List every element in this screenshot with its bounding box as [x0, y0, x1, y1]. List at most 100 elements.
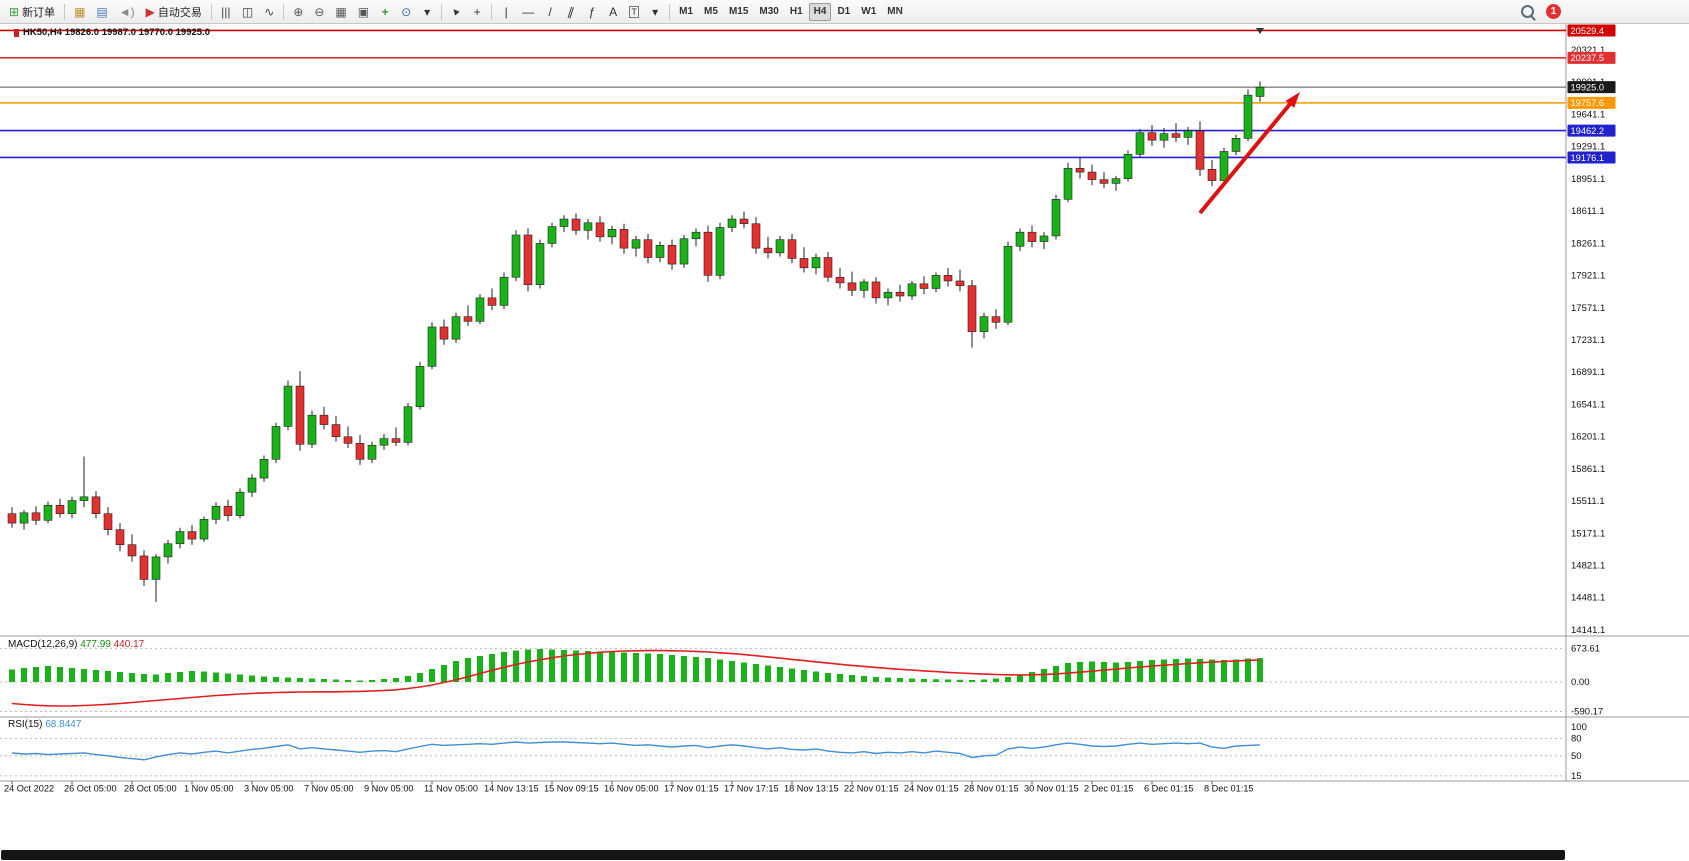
horizontal-line-icon: — [522, 4, 535, 19]
line-chart-icon: ∿ [264, 4, 275, 19]
sound-alerts-button[interactable]: ◄) [114, 2, 140, 22]
new-chart-button[interactable]: ▦ [69, 2, 90, 22]
zoom-out-button[interactable]: ⊖ [309, 2, 329, 22]
play-icon: ▶ [145, 4, 155, 19]
shapes-dropdown[interactable]: ▾ [645, 2, 665, 22]
new-order-icon: ⊞ [9, 4, 20, 19]
notification-badge[interactable]: 1 [1546, 4, 1561, 19]
timeframe-mn-button[interactable]: MN [882, 3, 908, 21]
profiles-icon: ▤ [96, 4, 108, 19]
svg-text:14821.1: 14821.1 [1571, 561, 1605, 572]
add-indicator-button[interactable]: + [375, 2, 395, 22]
bar-chart-button[interactable]: ||| [216, 2, 236, 22]
svg-text:17231.1: 17231.1 [1571, 335, 1605, 346]
svg-text:20237.5: 20237.5 [1571, 53, 1605, 63]
timeframe-h4-button[interactable]: H4 [808, 2, 832, 21]
timeframe-h1-button[interactable]: H1 [785, 3, 808, 21]
toolbar-separator [64, 3, 66, 20]
svg-text:19925.0: 19925.0 [1571, 82, 1605, 92]
chevron-down-icon: ▾ [424, 4, 431, 19]
toolbar-separator [283, 3, 285, 20]
svg-text:15861.1: 15861.1 [1571, 464, 1605, 475]
svg-text:17571.1: 17571.1 [1571, 303, 1605, 314]
svg-text:19757.6: 19757.6 [1571, 98, 1605, 108]
label-icon: T [629, 5, 639, 18]
svg-text:15511.1: 15511.1 [1571, 496, 1605, 507]
vertical-line-icon: | [504, 4, 508, 19]
svg-text:19462.2: 19462.2 [1571, 126, 1605, 136]
algo-trading-button-label: 自动交易 [157, 6, 202, 19]
bar-chart-icon: ||| [221, 4, 231, 19]
svg-text:20529.4: 20529.4 [1571, 26, 1605, 36]
zoom-in-button[interactable]: ⊕ [288, 2, 308, 22]
candlestick-chart-button[interactable]: ◫ [237, 2, 258, 22]
svg-text:15: 15 [1571, 771, 1582, 782]
clock-icon: ⊙ [401, 4, 412, 19]
arrange-windows-button[interactable]: ▣ [353, 2, 374, 22]
svg-text:17921.1: 17921.1 [1571, 271, 1605, 282]
fibonacci-button[interactable]: ƒ [582, 2, 602, 22]
vertical-line-button[interactable]: | [496, 2, 516, 22]
toolbar-separator [669, 3, 671, 20]
timeframe-d1-button[interactable]: D1 [832, 3, 855, 21]
macd-signal-line [11, 649, 1261, 707]
timeframe-m15-button[interactable]: M15 [724, 3, 753, 21]
shift-marker-icon [1256, 28, 1264, 34]
macd-axis: 673.61 0.00 -590.17 [1571, 643, 1603, 717]
chevron-down-icon: ▾ [652, 4, 659, 19]
svg-text:19641.1: 19641.1 [1571, 109, 1605, 120]
timeframe-m5-button[interactable]: M5 [699, 3, 723, 21]
period-button[interactable]: ⊙ [396, 2, 416, 22]
new-order-button[interactable]: ⊞ 新订单 [4, 2, 60, 22]
toolbar-separator [210, 3, 212, 20]
trendline-button[interactable]: / [540, 2, 560, 22]
timeframe-m1-button[interactable]: M1 [674, 3, 698, 21]
svg-text:8 Dec 01:15: 8 Dec 01:15 [1204, 784, 1254, 794]
channel-icon: ∥ [566, 3, 577, 20]
symbol-marker-icon [14, 28, 19, 37]
profiles-button[interactable]: ▤ [91, 2, 112, 22]
macd-signal-value: 440.17 [113, 639, 145, 650]
macd-histogram [9, 649, 1263, 682]
toolbar-right-group: 1 [1521, 4, 1561, 19]
label-button[interactable]: T [624, 2, 644, 22]
new-chart-icon: ▦ [74, 4, 86, 19]
svg-text:18611.1: 18611.1 [1571, 206, 1605, 217]
svg-text:18 Nov 13:15: 18 Nov 13:15 [784, 784, 839, 794]
price-badges: 20529.4 20237.5 19925.0 19757.6 19462.2 19176… [1567, 24, 1616, 164]
channel-button[interactable]: ∥ [561, 2, 581, 22]
chart-options-dropdown[interactable]: ▾ [417, 2, 437, 22]
svg-text:17 Nov 01:15: 17 Nov 01:15 [664, 784, 719, 794]
svg-text:100: 100 [1571, 722, 1587, 733]
macd-indicator-label: MACD(12,26,9) 477.99 440.17 [8, 639, 144, 650]
svg-text:3 Nov 05:00: 3 Nov 05:00 [244, 784, 294, 794]
svg-text:17 Nov 17:15: 17 Nov 17:15 [724, 784, 779, 794]
horizontal-scrollbar[interactable] [1, 850, 1565, 860]
svg-text:6 Dec 01:15: 6 Dec 01:15 [1144, 784, 1194, 794]
crosshair-button[interactable]: + [467, 2, 487, 22]
timeframe-m30-button[interactable]: M30 [754, 3, 783, 21]
search-icon[interactable] [1521, 5, 1534, 18]
svg-text:19176.1: 19176.1 [1571, 153, 1605, 163]
horizontal-line-button[interactable]: — [517, 2, 539, 22]
trend-arrow [1198, 92, 1300, 215]
algo-trading-button[interactable]: ▶ 自动交易 [141, 2, 207, 22]
candlestick-icon: ◫ [241, 4, 254, 19]
price-axis: 20321.119991.119641.119291.118951.118611… [1571, 45, 1605, 636]
line-chart-button[interactable]: ∿ [259, 2, 279, 22]
time-axis: 24 Oct 2022 26 Oct 05:00 28 Oct 05:00 1 Nov… [4, 781, 1254, 794]
tile-windows-button[interactable]: ▦ [330, 2, 351, 22]
svg-text:30 Nov 01:15: 30 Nov 01:15 [1024, 784, 1079, 794]
rsi-line [11, 741, 1261, 761]
macd-main-value: 477.99 [80, 639, 111, 650]
trendline-icon: / [548, 4, 552, 19]
timeframe-w1-button[interactable]: W1 [856, 3, 881, 21]
text-button[interactable]: A [603, 2, 623, 22]
svg-text:18261.1: 18261.1 [1571, 238, 1605, 249]
cursor-button[interactable]: ▲ [446, 2, 466, 22]
svg-text:18951.1: 18951.1 [1571, 174, 1605, 185]
svg-text:16541.1: 16541.1 [1571, 399, 1605, 410]
new-order-button-label: 新订单 [22, 6, 56, 19]
plus-icon: + [381, 4, 389, 19]
